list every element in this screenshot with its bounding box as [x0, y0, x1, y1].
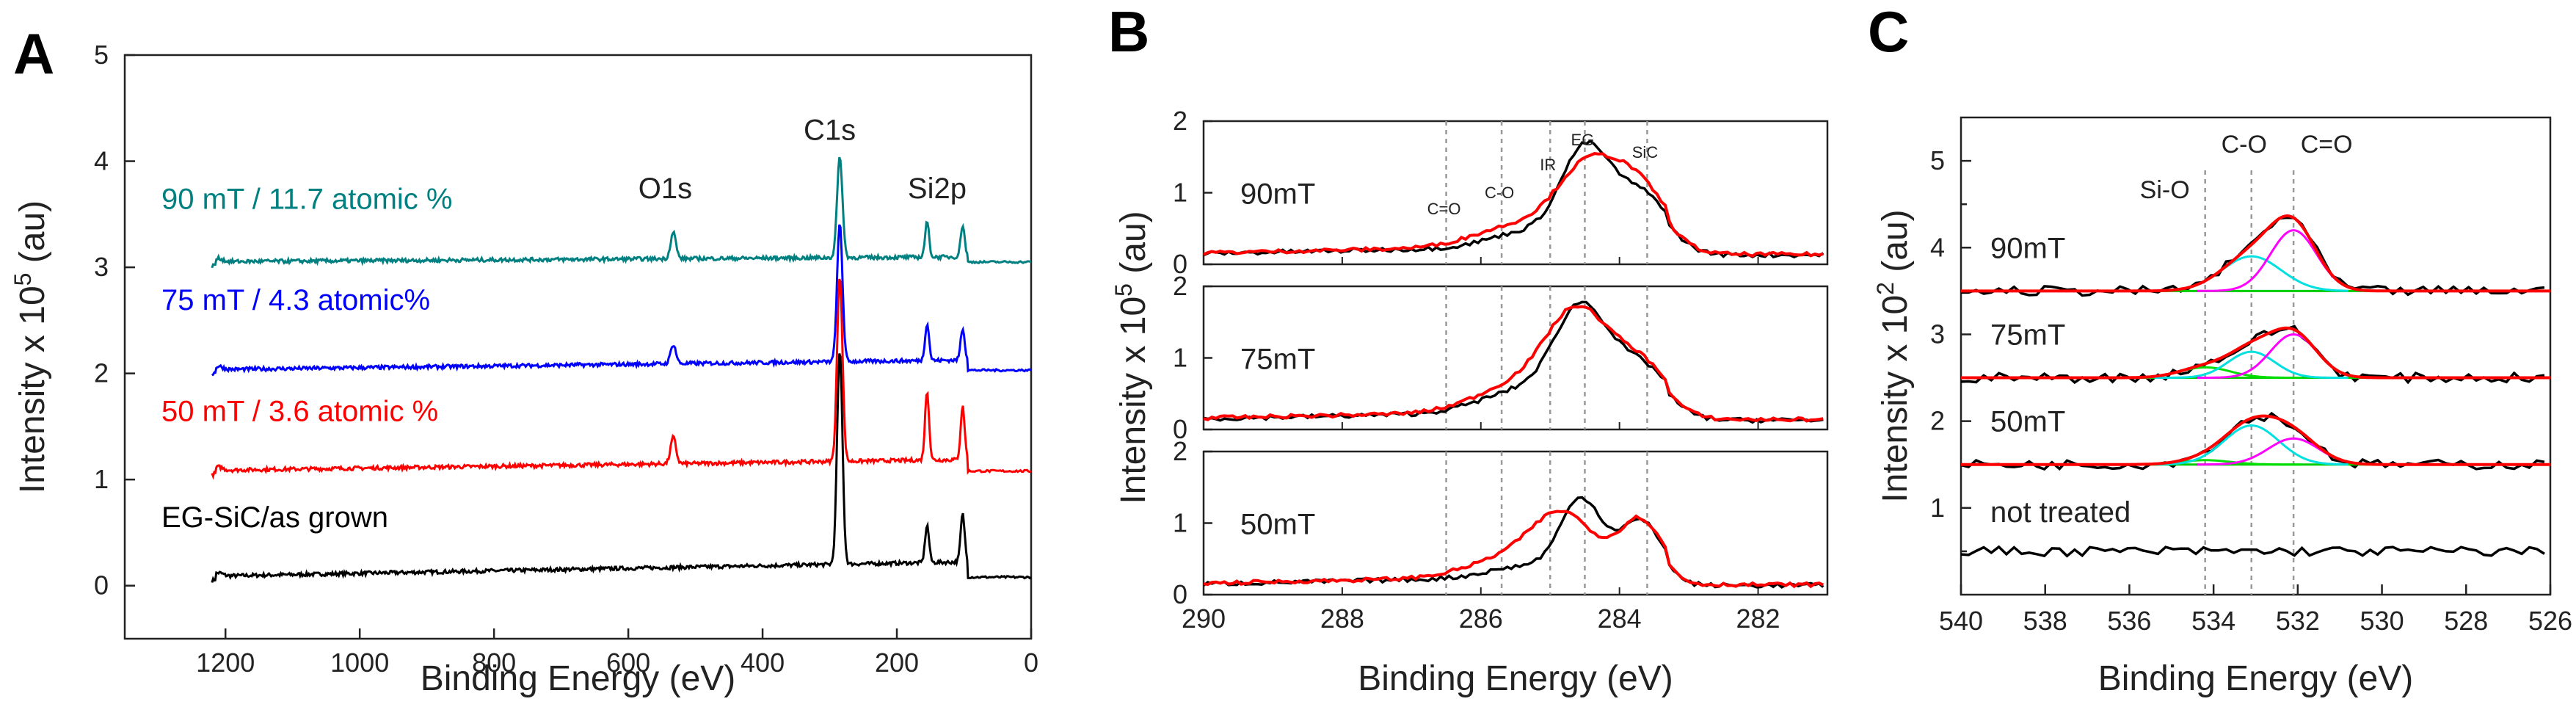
plot-frame — [123, 54, 1033, 640]
reference-line-label: SiC — [1632, 143, 1659, 162]
spectrum-line — [211, 353, 1032, 583]
y-tick-label: 4 — [1930, 232, 1945, 262]
series-label: 75mT — [1990, 319, 2065, 352]
series-label: 50 mT / 3.6 atomic % — [161, 396, 438, 428]
x-tick-label: 532 — [2276, 606, 2320, 636]
y-tick-label: 2 — [1173, 271, 1187, 301]
series-label: 90 mT / 11.7 atomic % — [161, 184, 452, 216]
y-axis-label: Intensity x 102 (au) — [1872, 209, 1915, 502]
y-tick-label: 2 — [1173, 106, 1187, 136]
peak-label: Si2p — [908, 173, 967, 205]
fit-line — [1203, 510, 1824, 589]
y-axis-label: Intensity x 105 (au) — [10, 200, 52, 493]
x-tick-label: 530 — [2360, 606, 2404, 636]
peak-label: O1s — [638, 173, 692, 205]
y-tick-label: 5 — [94, 40, 109, 70]
reference-line-label: C=O — [1427, 200, 1461, 218]
x-tick-label: 540 — [1939, 606, 1983, 636]
peak-label: C1s — [804, 115, 856, 147]
x-tick-label: 400 — [741, 648, 785, 678]
y-tick-label: 5 — [1930, 145, 1945, 175]
x-tick-label: 290 — [1182, 603, 1226, 634]
component-line — [2154, 424, 2348, 466]
panel-a-chart: 1200 1000 800 600 400 200 0 0 1 2 3 4 5 Binding Energ… — [10, 40, 1038, 698]
y-tick-label: 0 — [94, 570, 109, 601]
panel-c-chart: 1 2 3 4 5 540 538 536 534 532 530 528 526 Si-O C-O C=O B… — [1872, 116, 2572, 698]
subplot-label: 90mT — [1240, 178, 1315, 211]
series-label: 50mT — [1990, 406, 2065, 438]
x-tick-label: 800 — [472, 648, 516, 678]
y-axis-label: Intensity x 105 (au) — [1110, 211, 1153, 504]
reference-line-label: EG — [1571, 131, 1595, 149]
reference-line-label: C-O — [1485, 184, 1514, 202]
y-tick-label: 0 — [1173, 414, 1187, 444]
y-tick-label: 2 — [94, 358, 109, 388]
spectrum-line — [211, 224, 1033, 377]
x-tick-label: 528 — [2444, 606, 2488, 636]
fit-line — [1203, 305, 1824, 423]
x-axis-label: Binding Energy (eV) — [2098, 659, 2414, 698]
y-tick-label: 1 — [1173, 178, 1187, 208]
spectrum-line — [211, 156, 1031, 269]
x-tick-label: 538 — [2023, 606, 2067, 636]
reference-line-label: Si-O — [2140, 176, 2190, 204]
x-tick-label: 526 — [2528, 606, 2572, 636]
reference-line-label: IR — [1540, 156, 1556, 174]
fit-line — [1961, 326, 2550, 380]
y-tick-label: 3 — [94, 252, 109, 282]
series-label: EG-SiC/as grown — [161, 501, 388, 534]
y-tick-label: 4 — [94, 146, 109, 176]
y-tick-label: 1 — [1930, 493, 1945, 523]
y-tick-label: 2 — [1930, 406, 1945, 436]
x-tick-label: 534 — [2191, 606, 2235, 636]
y-tick-label: 1 — [94, 464, 109, 494]
subplot-label: 75mT — [1240, 344, 1315, 376]
series-label: not treated — [1990, 496, 2131, 529]
plot-frame — [1960, 116, 2552, 596]
x-tick-label: 288 — [1320, 603, 1364, 634]
y-tick-label: 0 — [1173, 579, 1187, 609]
x-tick-label: 282 — [1736, 603, 1780, 634]
series-label: 90mT — [1990, 232, 2065, 264]
y-tick-label: 1 — [1173, 343, 1187, 373]
panel-label-c: C — [1868, 0, 1909, 64]
x-tick-label: 1200 — [196, 648, 255, 678]
y-tick-label: 1 — [1173, 508, 1187, 538]
y-tick-label: 0 — [1173, 249, 1187, 279]
reference-line-label: C=O — [2301, 131, 2353, 159]
series-label: 75 mT / 4.3 atomic% — [161, 284, 430, 316]
x-tick-label: 0 — [1024, 648, 1038, 678]
x-tick-label: 284 — [1598, 603, 1642, 634]
data-line — [1960, 545, 2545, 558]
fit-line — [1961, 214, 2550, 293]
x-tick-label: 286 — [1459, 603, 1503, 634]
fit-line — [1203, 152, 1824, 258]
x-tick-label: 1000 — [330, 648, 389, 678]
fit-line — [1961, 414, 2550, 466]
panel-b-chart: 0 1 2 90mT 0 1 2 75mT 0 1 2 50mT C=O C-O IR EG SiC 290 288… — [1110, 106, 1829, 698]
y-tick-label: 2 — [1173, 436, 1187, 466]
x-axis-label: Binding Energy (eV) — [1358, 659, 1673, 698]
x-tick-label: 536 — [2107, 606, 2151, 636]
component-line — [2154, 350, 2348, 379]
y-tick-label: 3 — [1930, 319, 1945, 349]
x-tick-label: 200 — [875, 648, 919, 678]
reference-line-label: C-O — [2222, 131, 2267, 159]
spectrum-line — [211, 278, 1032, 480]
panel-label-b: B — [1108, 0, 1149, 64]
x-tick-label: 600 — [606, 648, 650, 678]
x-axis-label: Binding Energy (eV) — [421, 659, 736, 698]
subplot-label: 50mT — [1240, 509, 1315, 541]
panel-label-a: A — [13, 21, 54, 86]
